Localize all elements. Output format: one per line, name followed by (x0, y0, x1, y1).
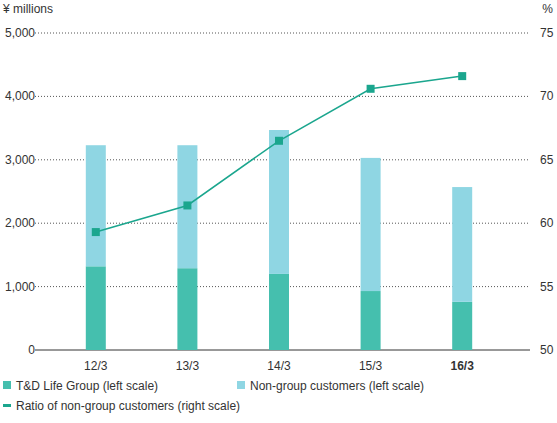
y2-tick-label: 55 (540, 280, 554, 294)
y2-tick (530, 223, 533, 224)
legend-label: T&D Life Group (left scale) (16, 379, 158, 393)
y2-tick-label: 70 (540, 89, 554, 103)
bar (177, 268, 197, 350)
legend-swatch (3, 381, 11, 389)
chart: 0 1,000 2,000 3,000 4,000 5,000 50 55 60 65 70 75 ¥ … (0, 0, 557, 423)
y-tick-label: 3,000 (5, 153, 35, 167)
bar (269, 130, 289, 274)
bar (452, 187, 472, 302)
y-tick-label: 2,000 (5, 216, 35, 230)
y2-tick (530, 286, 533, 287)
y2-tick (530, 96, 533, 97)
plot-area (86, 72, 472, 350)
bar (361, 291, 381, 350)
y-tick-label: 1,000 (5, 280, 35, 294)
legend-swatch (237, 381, 245, 389)
x-tick-label: 13/3 (176, 359, 200, 373)
y-axis-label: ¥ millions (2, 2, 53, 16)
legend-label: Ratio of non-group customers (right scal… (16, 399, 240, 413)
x-tick-label: 14/3 (267, 359, 291, 373)
bar (361, 158, 381, 291)
bar (269, 274, 289, 350)
x-tick-label: 16/3 (451, 359, 475, 373)
y-tick-label: 4,000 (5, 89, 35, 103)
legend-label: Non-group customers (left scale) (250, 379, 424, 393)
grid-line (35, 33, 530, 34)
x-tick-label: 15/3 (359, 359, 383, 373)
y2-tick-label: 65 (540, 153, 554, 167)
line-markers (92, 72, 466, 236)
bar (452, 302, 472, 350)
grid-line (35, 96, 530, 97)
y2-tick-label: 75 (540, 26, 554, 40)
x-tick-label: 12/3 (84, 359, 108, 373)
y2-tick (530, 33, 533, 34)
ratio-line (96, 76, 462, 232)
y2-tick-label: 60 (540, 216, 554, 230)
y2-axis-label: % (542, 2, 553, 16)
y2-tick-label: 50 (540, 343, 554, 357)
y-tick-label: 0 (28, 343, 35, 357)
bar (86, 266, 106, 350)
y-tick-label: 5,000 (5, 26, 35, 40)
legend-swatch (3, 404, 11, 407)
bar (86, 145, 106, 266)
y2-tick (530, 159, 533, 160)
y2-tick (530, 350, 533, 351)
